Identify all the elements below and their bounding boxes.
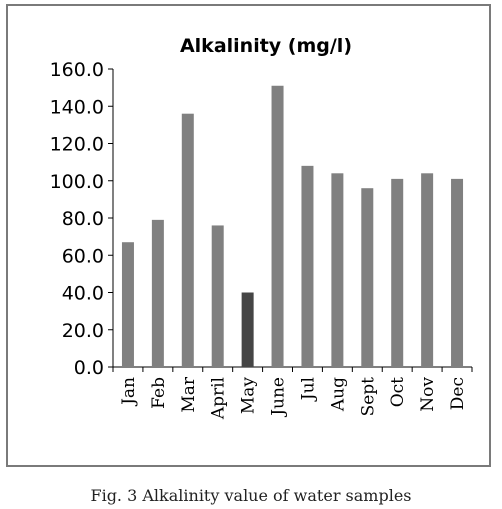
bar-sept bbox=[361, 188, 374, 367]
bar-oct bbox=[391, 178, 404, 367]
chart-frame bbox=[6, 4, 491, 467]
bar-jan bbox=[121, 242, 134, 367]
y-tick-label: 60.0 bbox=[62, 245, 104, 267]
x-tick-label: Jan bbox=[119, 377, 139, 407]
y-tick-label: 80.0 bbox=[62, 208, 104, 230]
x-tick-label: April bbox=[209, 377, 229, 420]
bar-dec bbox=[451, 178, 464, 367]
y-tick-label: 40.0 bbox=[62, 283, 104, 305]
bar-aug bbox=[331, 173, 344, 367]
x-tick-label: June bbox=[269, 377, 289, 418]
bar-april bbox=[211, 225, 224, 367]
bar-feb bbox=[151, 219, 164, 367]
chart-title: Alkalinity (mg/l) bbox=[180, 35, 352, 57]
y-axis: 0.0 20.0 40.0 60.0 80.0 100.0 120.0 140.0 160.0 bbox=[50, 59, 114, 379]
x-tick-label: May bbox=[239, 377, 259, 415]
y-tick-label: 140.0 bbox=[50, 96, 104, 118]
y-tick-label: 0.0 bbox=[74, 357, 104, 379]
x-tick-label: Dec bbox=[448, 377, 468, 410]
x-tick-label: Mar bbox=[179, 376, 199, 413]
x-axis: Jan Feb Mar April May June Jul Aug Sept Oct Nov Dec bbox=[112, 366, 473, 420]
y-tick-label: 100.0 bbox=[50, 171, 104, 193]
x-tick-label: Aug bbox=[328, 377, 348, 412]
x-tick-label: Oct bbox=[388, 377, 408, 407]
bar-mar bbox=[181, 113, 194, 367]
x-tick-label: Feb bbox=[149, 377, 169, 409]
bar-may bbox=[241, 292, 254, 367]
y-tick-label: 120.0 bbox=[50, 134, 104, 156]
bar-series bbox=[121, 85, 464, 367]
bar-nov bbox=[421, 173, 434, 367]
x-tick-label: Sept bbox=[358, 377, 378, 417]
y-tick-label: 160.0 bbox=[50, 59, 104, 81]
bar-jul bbox=[301, 165, 314, 367]
figure-caption: Fig. 3 Alkalinity value of water samples bbox=[90, 486, 412, 505]
bar-june bbox=[271, 85, 284, 367]
y-tick-label: 20.0 bbox=[62, 320, 104, 342]
x-tick-label: Nov bbox=[418, 377, 438, 412]
x-tick-label: Jul bbox=[298, 377, 318, 402]
